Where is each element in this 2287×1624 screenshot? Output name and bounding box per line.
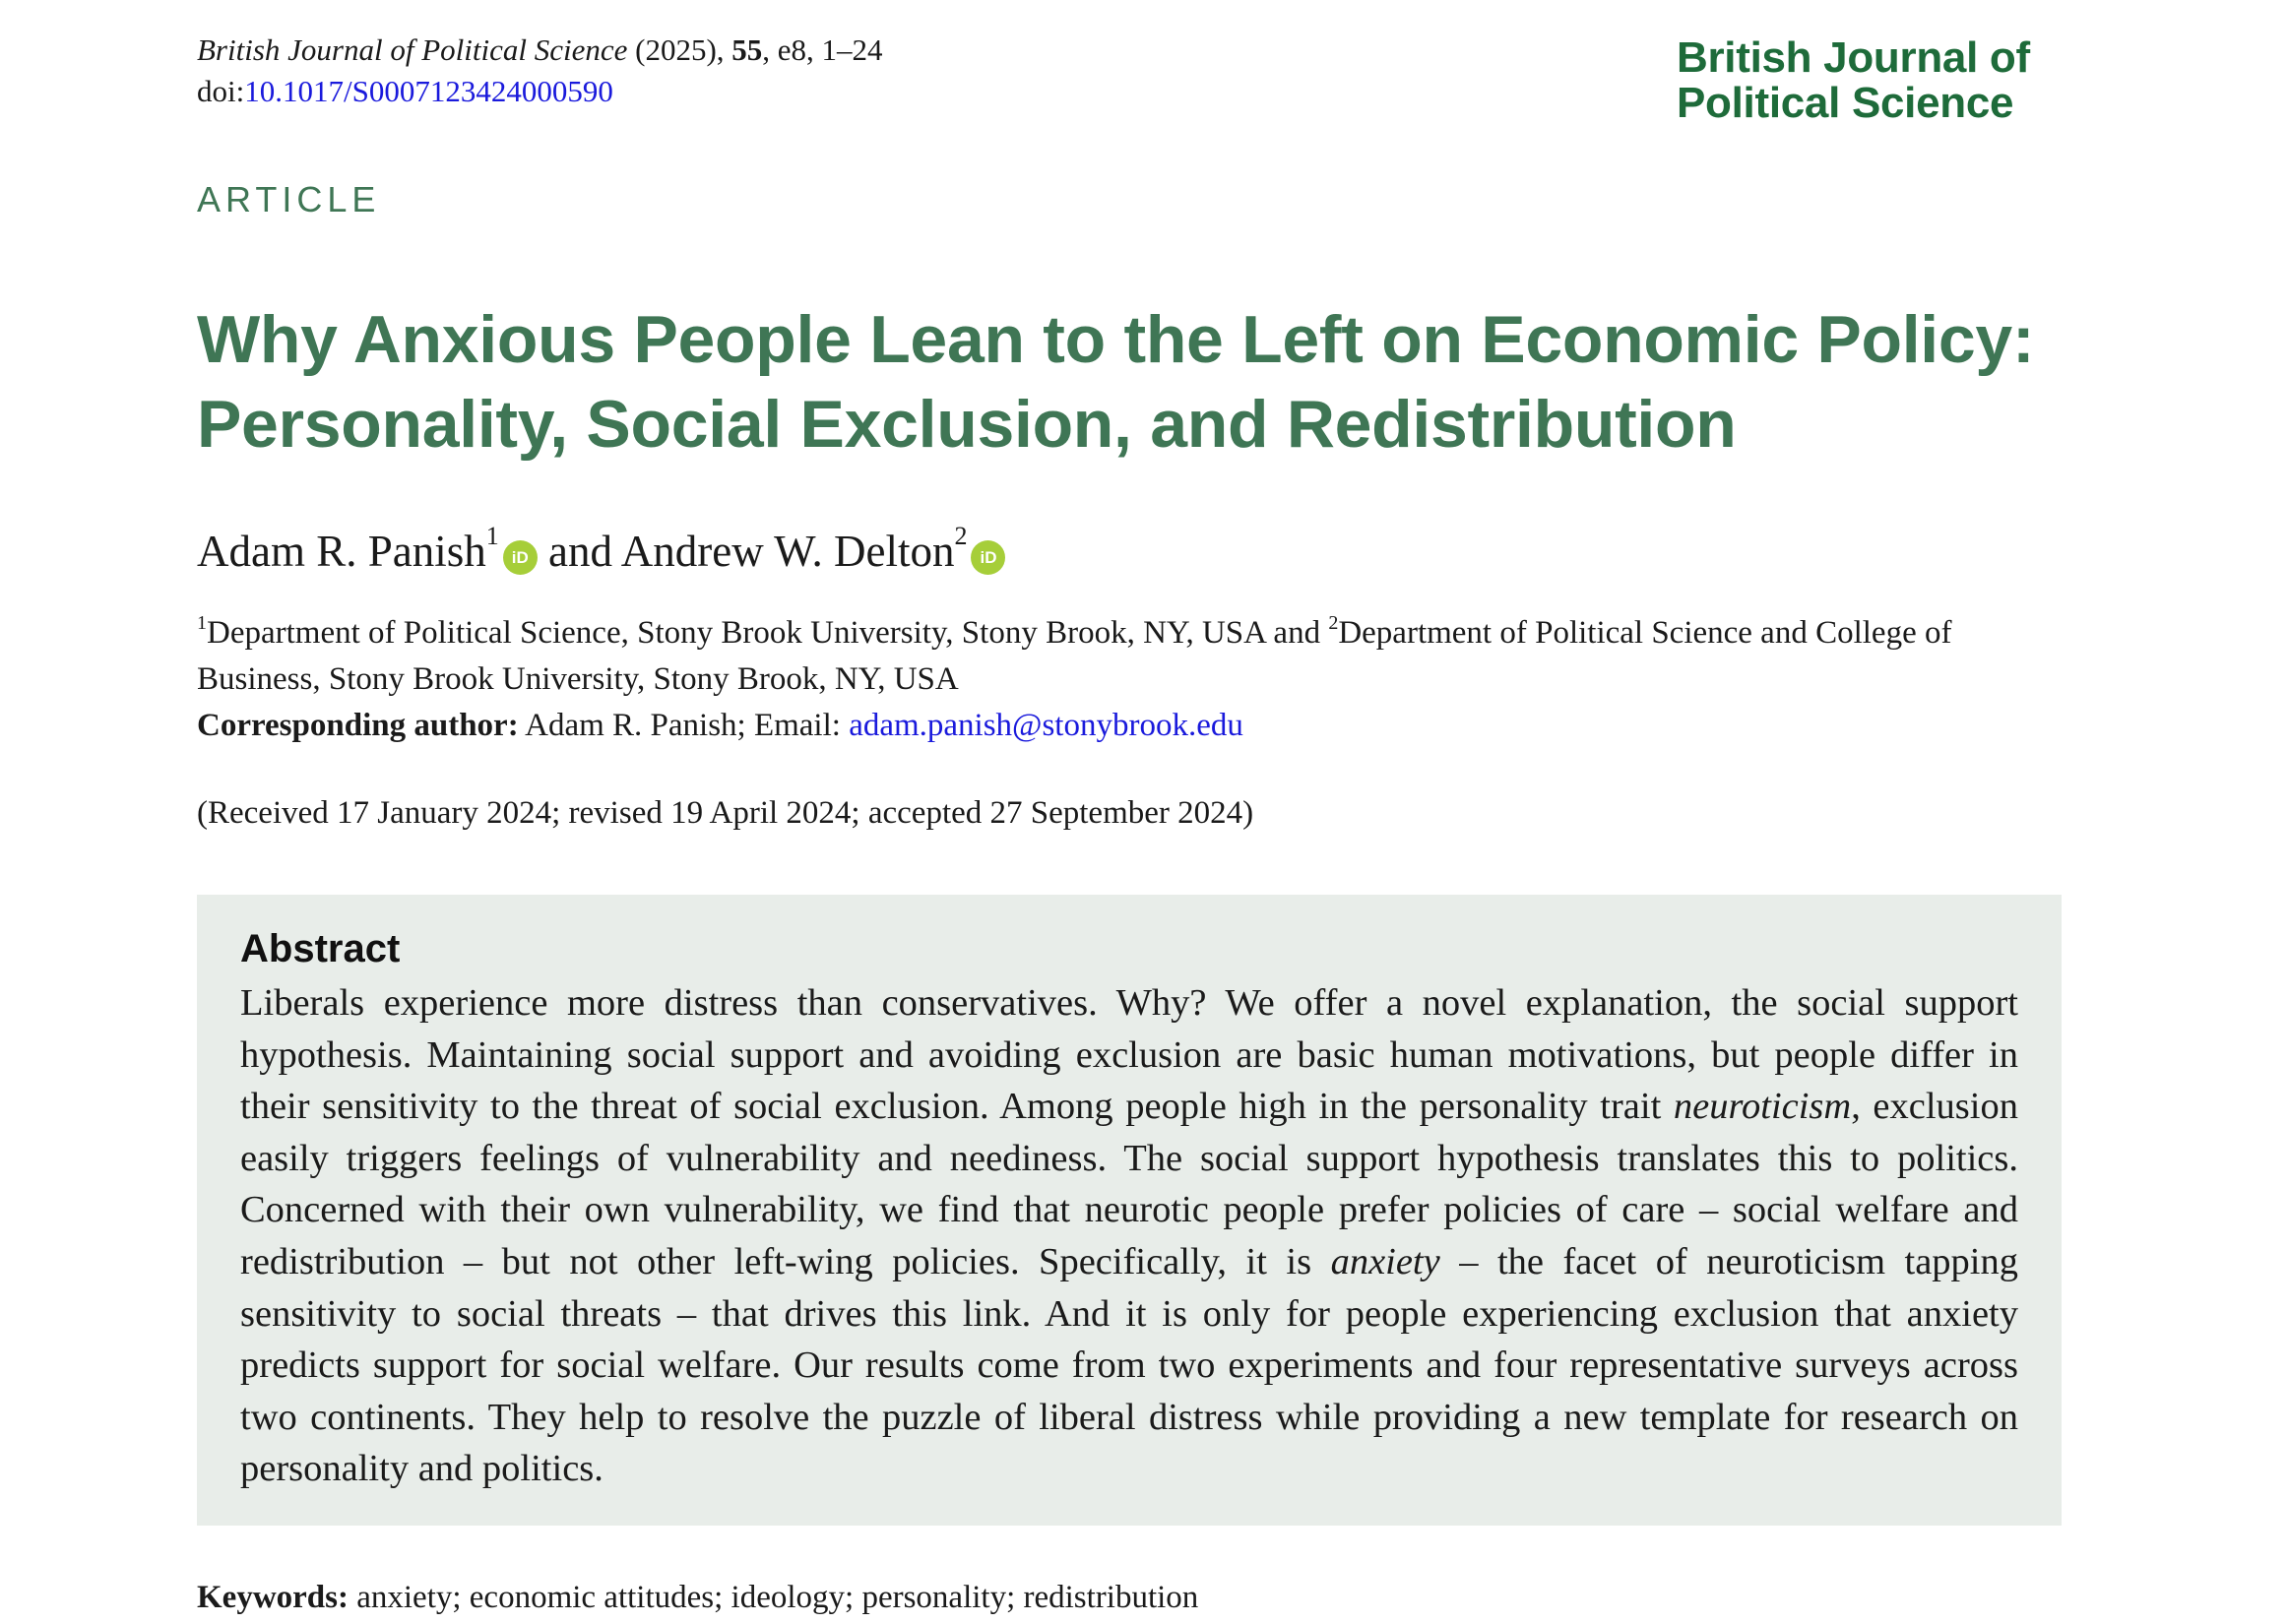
author-name[interactable]: Adam R. Panish: [197, 527, 486, 576]
abstract-text-part: Liberals experience more distress than c…: [240, 982, 2018, 1128]
abstract-italic-term: neuroticism: [1673, 1086, 1852, 1128]
affiliations-block: 1Department of Political Science, Stony …: [197, 610, 2067, 749]
corresponding-author-text: Adam R. Panish; Email:: [518, 708, 850, 743]
doi-link[interactable]: 10.1017/S0007123424000590: [244, 74, 613, 108]
affiliation-marker: 1: [197, 612, 207, 634]
abstract-section: Abstract Liberals experience more distre…: [197, 895, 2062, 1526]
abstract-text-part: – the facet of neuroticism tapping sensi…: [240, 1240, 2018, 1490]
abstract-italic-term: anxiety: [1330, 1240, 1440, 1282]
affiliation-marker: 2: [954, 522, 968, 550]
affiliation-2: Department of Political Science and Coll…: [197, 615, 1952, 697]
journal-logo-line-2: Political Science: [1677, 79, 2014, 127]
affiliation-marker: 1: [485, 522, 499, 550]
affiliation-1: Department of Political Science, Stony B…: [207, 615, 1329, 651]
doi-line: doi:10.1017/S0007123424000590: [197, 71, 883, 112]
corresponding-author-line: Corresponding author: Adam R. Panish; Em…: [197, 703, 2067, 749]
author-name[interactable]: Andrew W. Delton: [620, 527, 955, 576]
corresponding-author-label: Corresponding author:: [197, 708, 519, 743]
article-type-label: ARTICLE: [197, 179, 381, 219]
email-link[interactable]: adam.panish@stonybrook.edu: [849, 708, 1243, 743]
journal-logo: British Journal of Political Science: [1677, 35, 2100, 126]
citation-pages: , e8, 1–24: [762, 32, 883, 67]
keywords-label: Keywords:: [197, 1580, 349, 1615]
journal-name: British Journal of Political Science: [197, 32, 628, 67]
affiliation-text: 1Department of Political Science, Stony …: [197, 610, 2067, 703]
doi-label: doi:: [197, 74, 245, 108]
citation-volume: 55: [731, 32, 763, 67]
orcid-icon[interactable]: iD: [502, 540, 538, 575]
article-title: Why Anxious People Lean to the Left on E…: [197, 302, 2035, 462]
author-list: Adam R. Panish1iD and Andrew W. Delton2i…: [197, 522, 1006, 581]
citation-block: British Journal of Political Science (20…: [197, 30, 883, 112]
abstract-text: Liberals experience more distress than c…: [240, 977, 2018, 1495]
author-connector: and: [537, 527, 621, 576]
orcid-icon[interactable]: iD: [971, 540, 1006, 575]
citation-line: British Journal of Political Science (20…: [197, 30, 883, 71]
keywords-line: Keywords: anxiety; economic attitudes; i…: [197, 1575, 1198, 1621]
journal-logo-line-1: British Journal of: [1677, 33, 2030, 82]
publication-history: (Received 17 January 2024; revised 19 Ap…: [197, 795, 1254, 831]
abstract-heading: Abstract: [240, 927, 401, 970]
citation-year: (2025),: [627, 32, 732, 67]
affiliation-marker: 2: [1328, 612, 1339, 634]
abstract-text-part: , exclusion easily triggers feelings of …: [240, 1086, 2018, 1282]
keywords-text: anxiety; economic attitudes; ideology; p…: [348, 1580, 1199, 1615]
